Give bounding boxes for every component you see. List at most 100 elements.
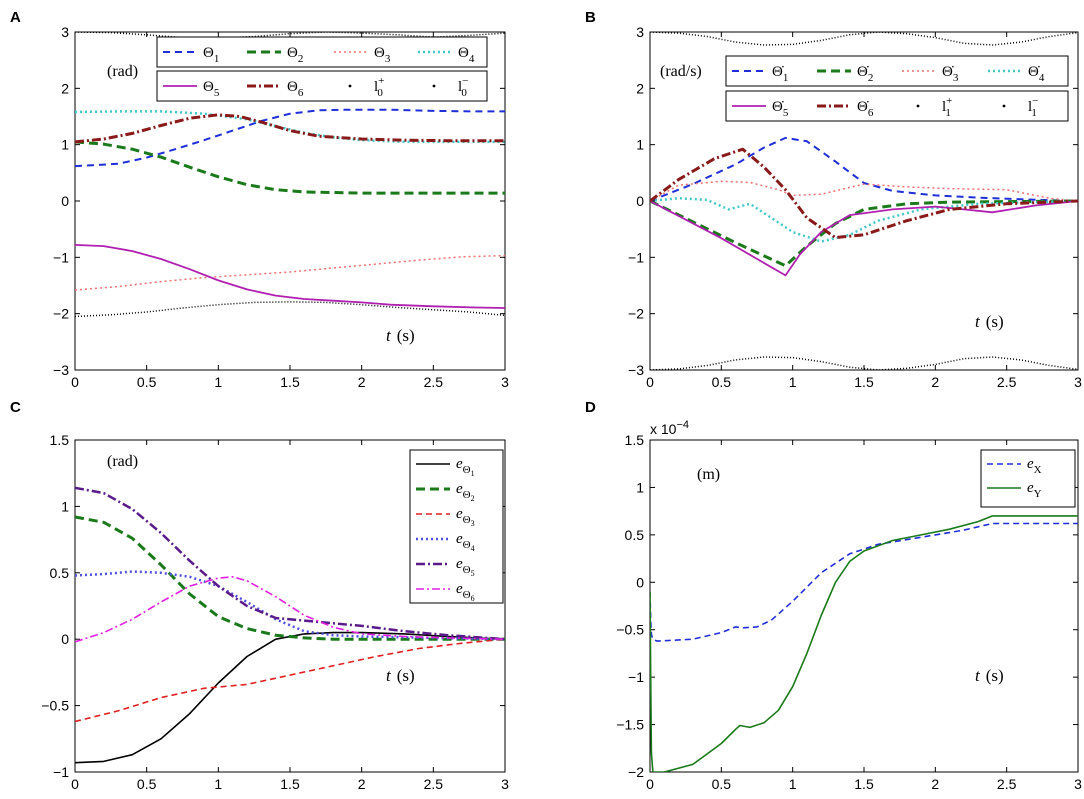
x-tick-label: 2.5 — [997, 374, 1017, 390]
x-axis-label: t (s) — [975, 312, 1004, 331]
series-line-2 — [650, 515, 1078, 772]
series-line-2 — [650, 199, 1078, 268]
x-tick-label: 0 — [71, 374, 79, 390]
legend-label: eΘ5 — [456, 556, 475, 578]
legend-box — [980, 449, 1076, 508]
unit-label: (rad) — [107, 63, 138, 80]
y-tick-label: −3 — [628, 362, 644, 378]
x-tick-label: 3 — [1074, 776, 1082, 792]
legend-marker — [1002, 104, 1006, 108]
legend-label: Θ̇6 — [857, 99, 874, 119]
legend: Θ̇1 Θ̇2 Θ̇3 Θ̇4 Θ̇5 Θ̇6 l+ 1 l− 1 — [725, 55, 1069, 122]
legend-label: eΘ4 — [456, 531, 475, 553]
series-line-1 — [75, 631, 505, 764]
x-tick-label: 0.5 — [137, 374, 157, 390]
unit-label: (rad) — [107, 453, 138, 470]
y-tick-label: 0.5 — [625, 527, 645, 543]
y-tick-label: −1 — [628, 249, 644, 265]
series-line-1 — [75, 108, 505, 168]
y-tick-label: −1 — [53, 249, 69, 265]
x-tick-label: 1.5 — [854, 374, 874, 390]
y-tick-label: 3 — [61, 24, 69, 40]
x-tick-label: 1 — [789, 374, 797, 390]
x-tick-label: 0.5 — [712, 374, 732, 390]
y-tick-label: −2 — [628, 306, 644, 322]
legend-box — [409, 449, 504, 604]
legend-marker — [348, 84, 352, 88]
legend-label: Θ3 — [374, 45, 391, 65]
series-line-5 — [75, 244, 505, 309]
legend-label: eΘ6 — [456, 581, 475, 603]
x-axis-label: t (s) — [975, 666, 1004, 685]
legend: Θ1 Θ2 Θ3 Θ4 Θ5 Θ6 l+ 0 l− 0 — [156, 36, 488, 102]
x-tick-label: 2.5 — [424, 374, 444, 390]
y-tick-label: 1 — [636, 137, 644, 153]
series-line-4 — [75, 570, 505, 641]
legend-label: Θ̇1 — [772, 64, 788, 84]
legend-marker — [916, 104, 920, 108]
series-line-6 — [75, 113, 505, 144]
x-tick-label: 2 — [931, 776, 939, 792]
series-line-3 — [650, 180, 1078, 202]
panel-letter: D — [585, 399, 596, 416]
y-tick-label: −3 — [53, 362, 69, 378]
series-line-5 — [650, 200, 1078, 277]
series-line-1 — [650, 136, 1078, 202]
legend-box — [725, 55, 1069, 87]
x-tick-label: 0.5 — [712, 776, 732, 792]
series-line-3 — [75, 638, 505, 723]
panel-letter: C — [10, 399, 21, 416]
legend-label: Θ̇4 — [1028, 64, 1045, 84]
y-tick-label: −2 — [628, 764, 644, 780]
x-axis-label: t (s) — [386, 326, 415, 345]
x-tick-label: 1 — [789, 776, 797, 792]
y-tick-label: −2 — [53, 306, 69, 322]
y-tick-label: −0.5 — [41, 698, 69, 714]
series-group — [650, 32, 1078, 370]
x-tick-label: 2 — [358, 374, 366, 390]
x-tick-label: 3 — [501, 374, 509, 390]
series-line-8 — [75, 301, 505, 318]
legend-label: Θ1 — [203, 45, 219, 65]
legend-label: eΘ3 — [456, 506, 475, 528]
x-tick-label: 1 — [214, 776, 222, 792]
series-group — [650, 515, 1078, 772]
legend-label: Θ2 — [287, 45, 303, 65]
series-line-2 — [75, 140, 505, 195]
y-tick-label: 0 — [636, 574, 644, 590]
y-tick-label: 3 — [636, 24, 644, 40]
legend-box — [725, 90, 1069, 122]
legend-box — [156, 70, 488, 102]
x-axis-label: t (s) — [386, 666, 415, 685]
legend-label: Θ5 — [203, 79, 220, 99]
legend-label: eΘ2 — [456, 481, 475, 503]
legend-label: eX — [1027, 456, 1042, 476]
x-tick-label: 2.5 — [997, 776, 1017, 792]
x-tick-label: 1 — [214, 374, 222, 390]
y-tick-label: 2 — [61, 80, 69, 96]
legend-label: l− 1 — [1028, 95, 1038, 119]
unit-label: (rad/s) — [660, 63, 702, 80]
x-tick-label: 2 — [358, 776, 366, 792]
x-tick-label: 0 — [646, 374, 654, 390]
x-tick-label: 3 — [501, 776, 509, 792]
y-tick-label: 0.5 — [50, 565, 70, 581]
series-line-1 — [650, 522, 1078, 642]
y-tick-label: 1 — [61, 498, 69, 514]
series-line-2 — [75, 515, 505, 641]
legend-label: Θ̇3 — [942, 64, 959, 84]
legend-marker — [432, 84, 436, 88]
x-tick-label: 1.5 — [280, 374, 300, 390]
x-tick-label: 2.5 — [424, 776, 444, 792]
y-tick-label: 1.5 — [625, 432, 645, 448]
legend: eΘ1 eΘ2 eΘ3 eΘ4 eΘ5 eΘ6 — [409, 449, 504, 604]
series-line-5 — [75, 486, 505, 641]
y-tick-label: 1.5 — [50, 432, 70, 448]
y-tick-label: −0.5 — [616, 622, 644, 638]
legend-label: eY — [1027, 480, 1042, 500]
y-tick-label: 0 — [61, 631, 69, 647]
series-line-6 — [75, 576, 505, 643]
x-tick-label: 0 — [71, 776, 79, 792]
